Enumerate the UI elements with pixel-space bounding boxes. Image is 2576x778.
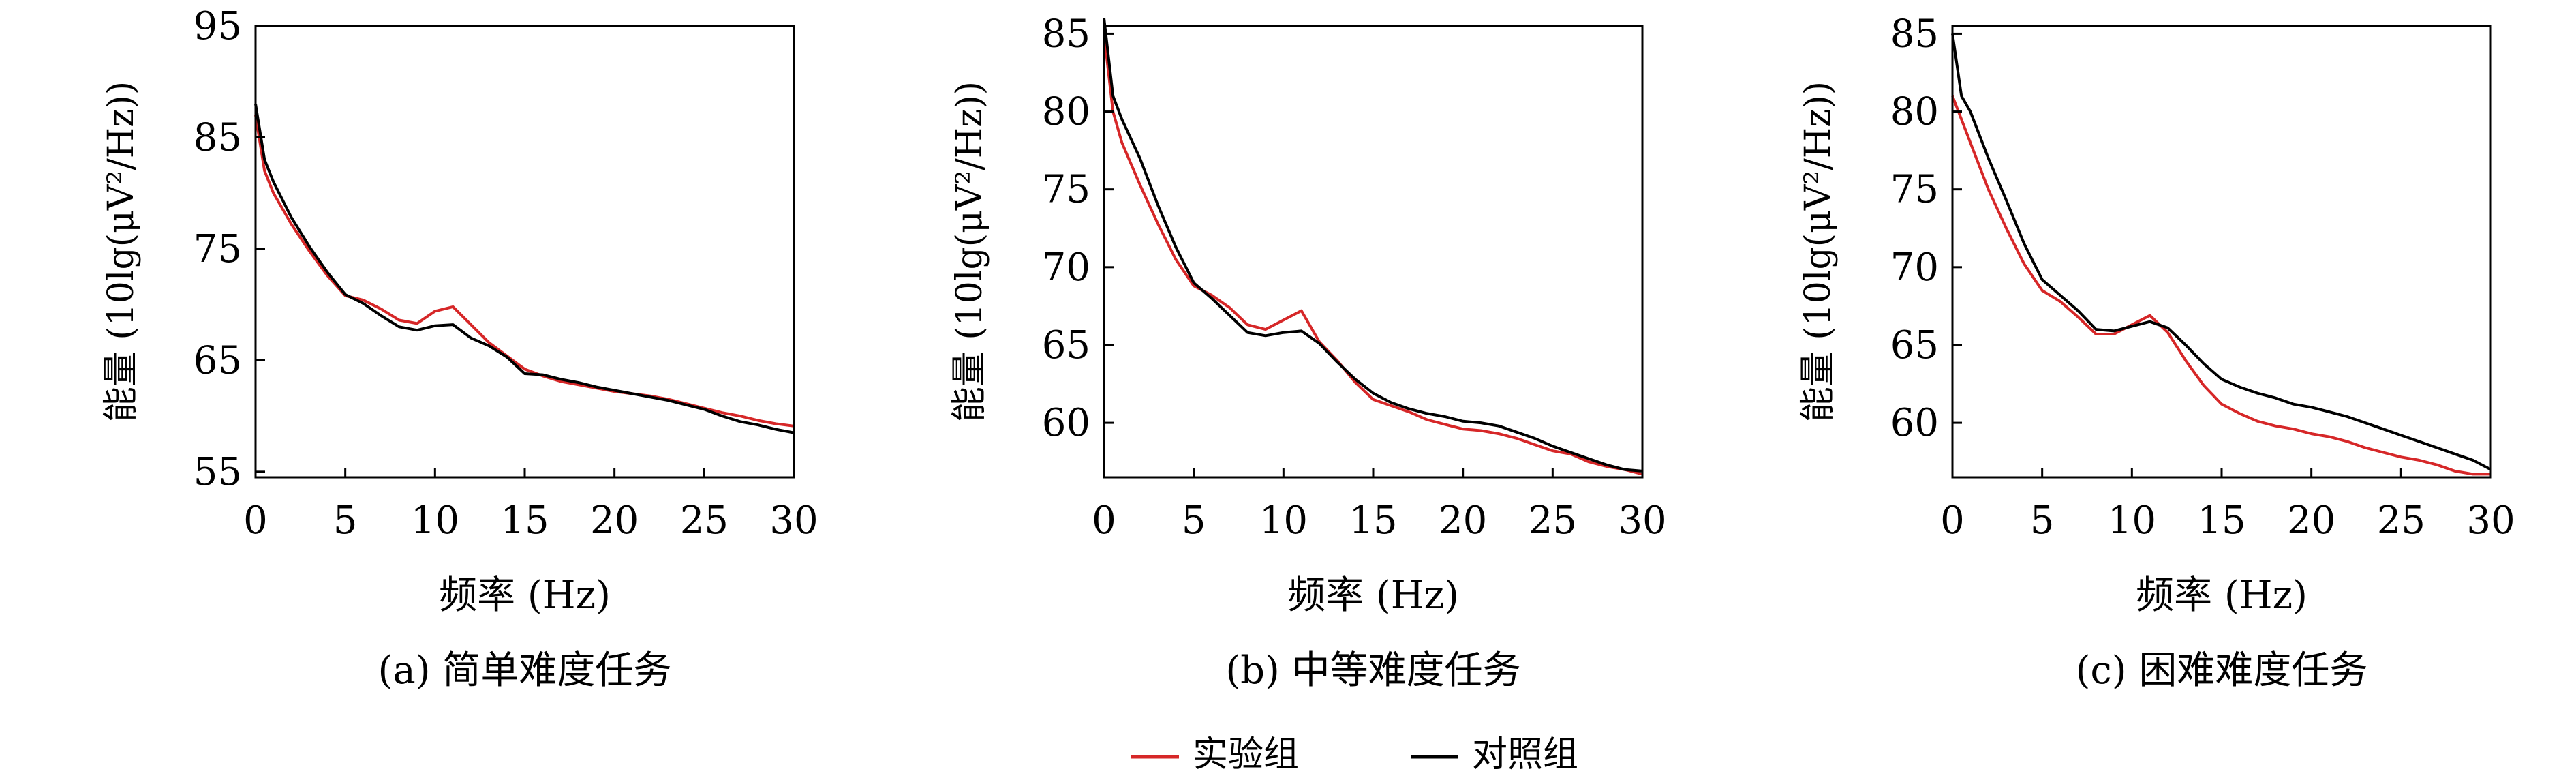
x-axis-label-b: 频率 (Hz) (1287, 573, 1459, 618)
series-line-a-control (254, 104, 795, 434)
y-tick-label-a-85: 85 (194, 115, 242, 160)
x-tick-label-a-15: 15 (500, 498, 549, 543)
chart-panel-a: 0 5 10 15 20 25 30 55 65 75 85 95 能量 (10lg(μV²/Hz)) 频… (101, 4, 818, 693)
y-tick-label-b-75: 75 (1042, 168, 1090, 212)
y-tick-label-b-70: 70 (1042, 245, 1090, 290)
x-tick-label-c-15: 15 (2197, 498, 2245, 543)
x-tick-label-c-10: 10 (2108, 498, 2156, 543)
y-tick-label-c-75: 75 (1890, 168, 1939, 212)
subfigure-caption-b: (b) 中等难度任务 (1225, 648, 1520, 693)
x-tick-label-c-20: 20 (2287, 498, 2335, 543)
x-tick-label-a-25: 25 (680, 498, 729, 543)
x-tick-label-c-0: 0 (1940, 498, 1965, 543)
x-tick-label-b-30: 30 (1618, 498, 1666, 543)
y-axis-label-b: 能量 (10lg(μV²/Hz)) (949, 81, 990, 422)
x-tick-label-a-10: 10 (411, 498, 459, 543)
x-axis-label-a: 频率 (Hz) (439, 573, 611, 618)
legend-label-control: 对照组 (1472, 734, 1578, 775)
series-line-a-experimental (254, 115, 795, 428)
y-tick-label-b-60: 60 (1042, 401, 1090, 445)
series-line-b-control (1103, 18, 1643, 473)
x-tick-label-a-30: 30 (769, 498, 818, 543)
series-line-b-experimental (1103, 33, 1643, 476)
y-tick-label-a-65: 65 (194, 338, 242, 383)
x-tick-label-c-5: 5 (2030, 498, 2055, 543)
x-tick-label-b-0: 0 (1092, 498, 1116, 543)
x-axis-label-c: 频率 (Hz) (2136, 573, 2307, 618)
x-tick-label-b-15: 15 (1349, 498, 1397, 543)
x-tick-label-c-25: 25 (2377, 498, 2425, 543)
y-tick-label-c-80: 80 (1890, 90, 1939, 134)
y-tick-label-a-95: 95 (194, 4, 242, 48)
legend: 实验组 对照组 (1131, 734, 1578, 775)
chart-panel-b: 0 5 10 15 20 25 30 60 65 70 75 80 85 能量 (10lg(μV²/Hz)… (949, 12, 1667, 693)
x-tick-label-b-25: 25 (1529, 498, 1577, 543)
chart-panel-c: 0 5 10 15 20 25 30 60 65 70 75 80 85 能量 (10lg(μV²/Hz)… (1798, 12, 2515, 693)
y-tick-label-c-60: 60 (1890, 401, 1939, 445)
y-tick-label-c-65: 65 (1890, 323, 1939, 368)
plot-frame-b (1103, 25, 1644, 479)
subfigure-caption-c: (c) 困难难度任务 (2076, 648, 2368, 693)
y-tick-label-c-70: 70 (1890, 245, 1939, 290)
y-tick-label-c-85: 85 (1890, 12, 1939, 56)
x-tick-label-a-5: 5 (333, 498, 358, 543)
x-tick-label-b-5: 5 (1182, 498, 1206, 543)
series-line-c-experimental (1951, 95, 2491, 476)
x-tick-label-c-30: 30 (2466, 498, 2515, 543)
subfigure-caption-a: (a) 简单难度任务 (378, 648, 672, 693)
series-line-c-control (1951, 33, 2491, 471)
y-tick-label-b-65: 65 (1042, 323, 1090, 368)
y-tick-label-b-85: 85 (1042, 12, 1090, 56)
x-tick-label-a-0: 0 (243, 498, 268, 543)
x-tick-label-a-20: 20 (590, 498, 639, 543)
y-axis-label-c: 能量 (10lg(μV²/Hz)) (1798, 81, 1839, 422)
y-axis-label-a: 能量 (10lg(μV²/Hz)) (101, 81, 142, 422)
y-tick-label-b-80: 80 (1042, 90, 1090, 134)
x-tick-label-b-20: 20 (1439, 498, 1487, 543)
y-tick-label-a-55: 55 (194, 450, 242, 494)
plot-frame-c (1951, 25, 2492, 479)
x-tick-label-b-10: 10 (1259, 498, 1308, 543)
legend-label-experimental: 实验组 (1193, 734, 1299, 775)
y-tick-label-a-75: 75 (194, 227, 242, 271)
